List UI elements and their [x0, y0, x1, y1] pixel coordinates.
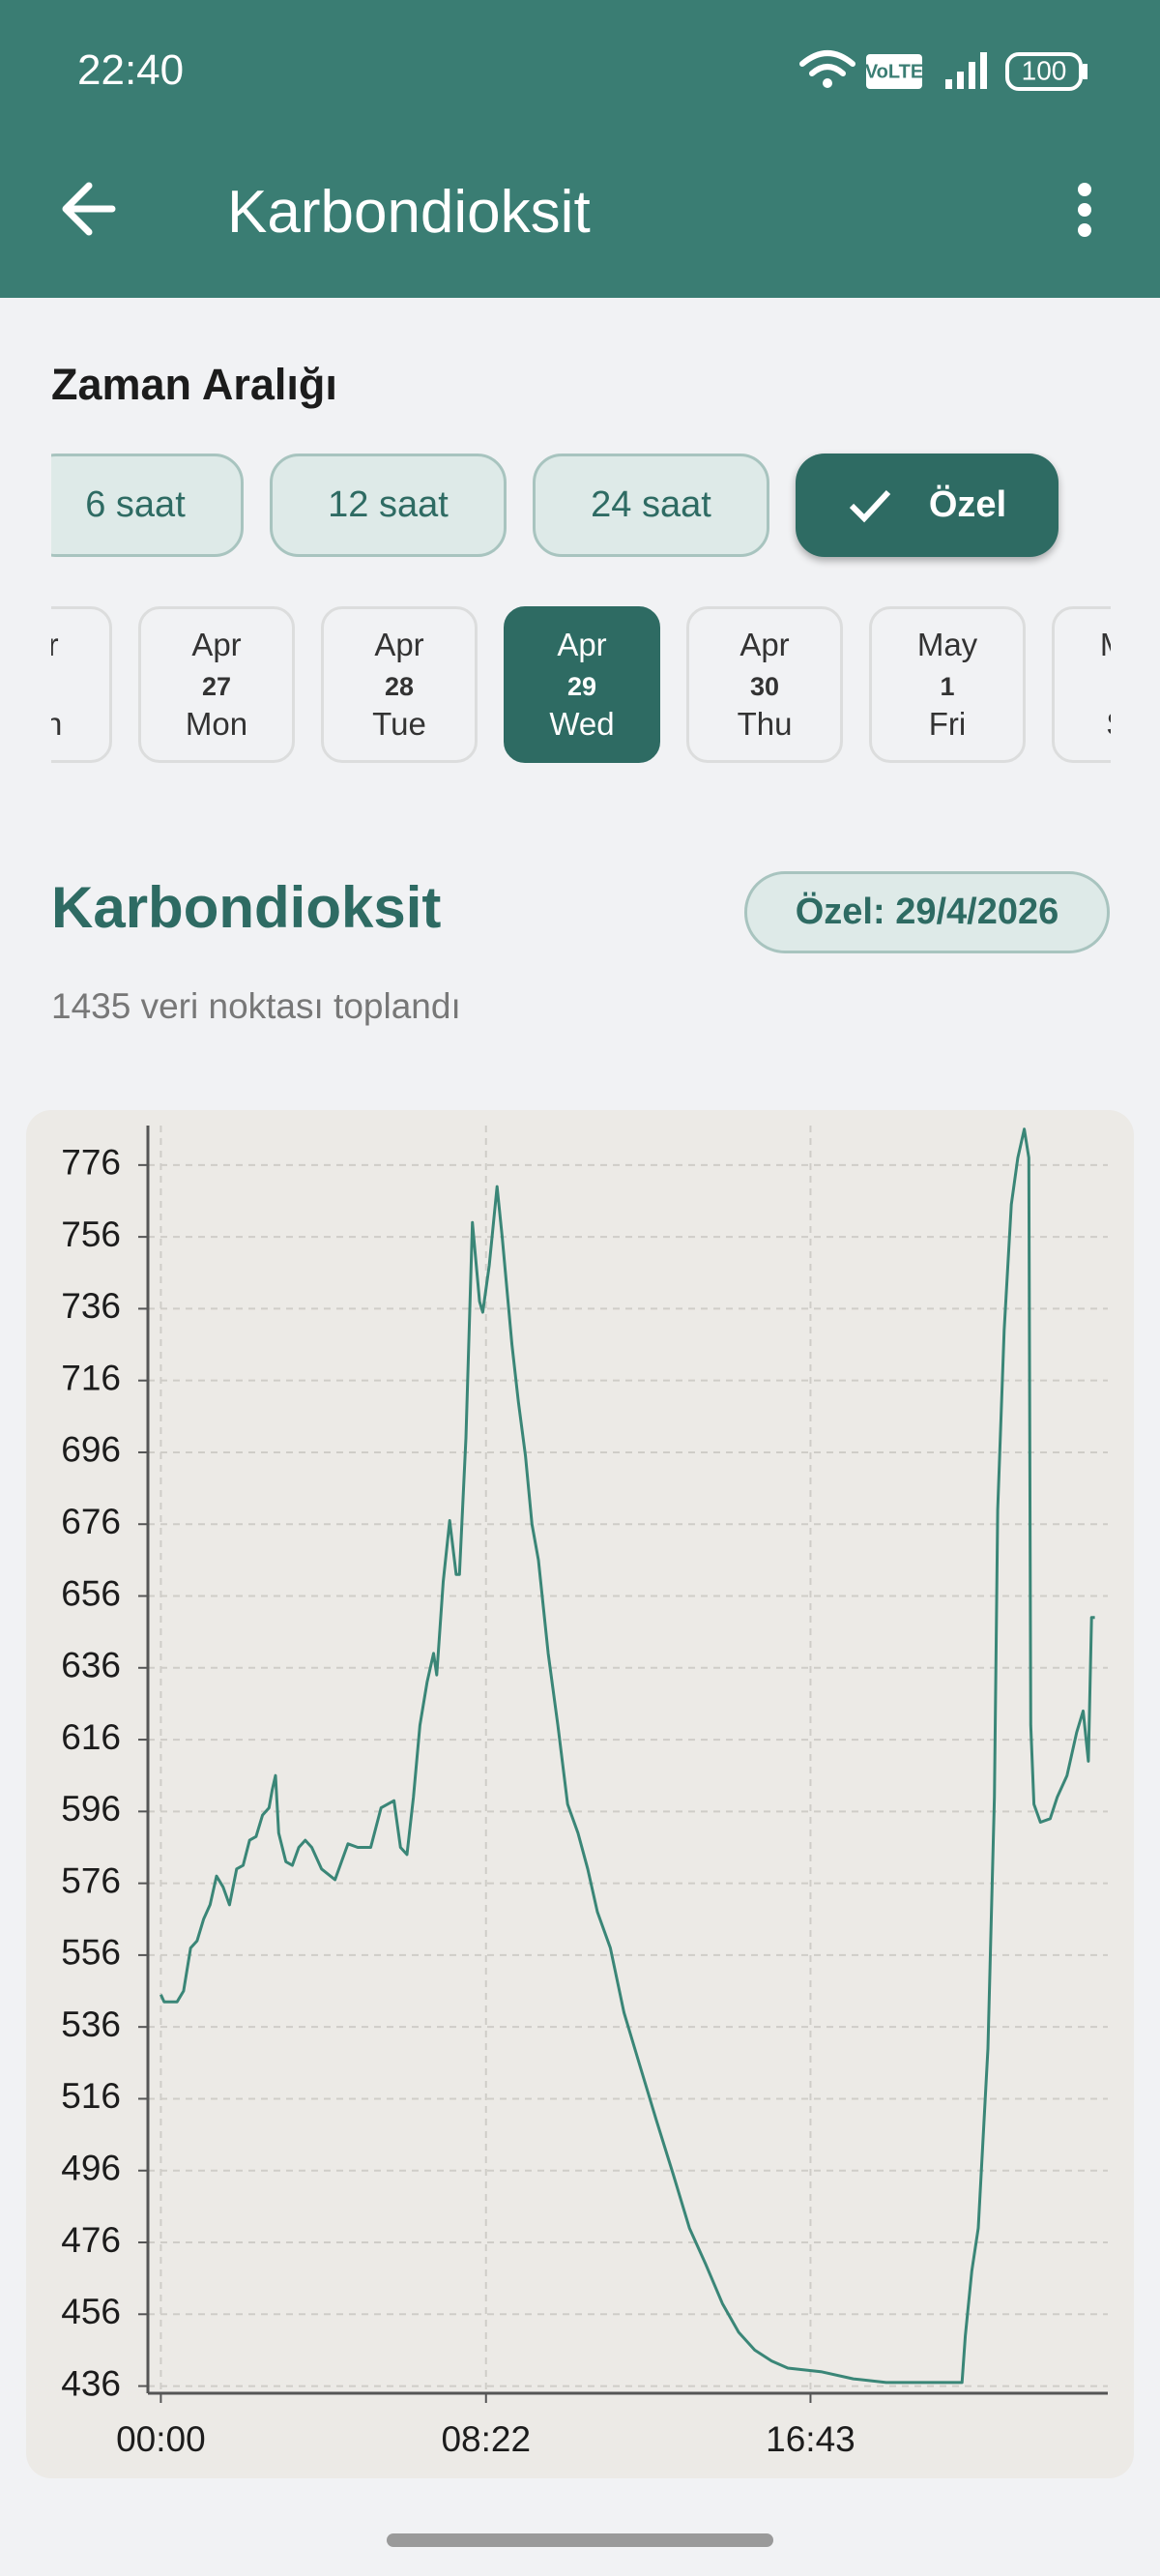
status-time: 22:40 [77, 46, 185, 94]
range-chip[interactable]: 12 saat [270, 454, 507, 557]
chip-label: 12 saat [328, 484, 449, 525]
check-icon [849, 489, 891, 522]
y-tick-label: 536 [61, 2005, 121, 2044]
date-month: Apr [191, 627, 242, 662]
menu-button[interactable] [1078, 183, 1091, 237]
date-card[interactable]: Apr 27 Mon [138, 606, 295, 763]
y-tick-label: 596 [61, 1789, 121, 1829]
date-weekday: Mon [185, 706, 248, 742]
battery-outline [1005, 52, 1083, 91]
date-day: 1 [940, 672, 955, 701]
chip-label: 6 saat [85, 484, 186, 525]
date-card[interactable]: May 1 Fri [869, 606, 1026, 763]
date-day: 27 [201, 672, 232, 701]
date-day: 28 [384, 672, 415, 701]
x-tick-label: 16:43 [766, 2419, 856, 2459]
date-month: Apr [557, 627, 607, 662]
y-tick-label: 696 [61, 1430, 121, 1470]
y-tick-label: 616 [61, 1717, 121, 1757]
check-mark [849, 489, 891, 522]
chip-label: Özel [928, 484, 1007, 525]
y-tick-label: 496 [61, 2149, 121, 2188]
home-indicator [387, 2533, 773, 2547]
y-tick-label: 516 [61, 2076, 121, 2116]
data-line [160, 1127, 1095, 2385]
volte-box [866, 54, 922, 89]
y-tick-label: 716 [61, 1358, 121, 1397]
back-button[interactable] [62, 182, 116, 236]
date-card[interactable]: May2Sat [1052, 606, 1111, 763]
range-chip[interactable]: Özel [796, 454, 1058, 557]
date-weekday: Tue [372, 706, 426, 742]
date-month: May [1055, 627, 1111, 663]
date-month: Apr [51, 627, 59, 662]
signal-icon [945, 52, 987, 89]
app-bar: 22:40 VoLTE 100 Karbondioksit [0, 0, 1160, 298]
y-tick-label: 776 [61, 1143, 121, 1183]
date-card[interactable]: Apr 28 Tue [321, 606, 478, 763]
date-badge: Özel: 29/4/2026 [744, 871, 1110, 953]
y-tick-label: 636 [61, 1646, 121, 1685]
data-count: 1435 veri noktası toplandı [51, 986, 461, 1026]
date-card[interactable]: Apr26Sun [51, 606, 112, 763]
battery-tip [1083, 64, 1088, 79]
chip-row: 6 saat 12 saat 24 saat Özel [51, 447, 1111, 569]
date-weekday: Sun [51, 706, 63, 742]
date-row: Apr26SunApr27MonApr28TueApr29WedApr30Thu… [51, 606, 1111, 765]
date-card[interactable]: Apr 29 Wed [504, 606, 660, 763]
section-label: Zaman Aralığı [51, 360, 337, 409]
date-month: Apr [740, 627, 790, 662]
battery-text: 100 [1022, 55, 1067, 85]
y-tick-label: 456 [61, 2292, 121, 2331]
date-card[interactable]: Apr 30 Thu [686, 606, 843, 763]
date-day: 30 [749, 672, 780, 701]
volte-text: VoLTE [865, 61, 923, 82]
y-tick-label: 736 [61, 1286, 121, 1326]
y-tick-label: 436 [61, 2363, 121, 2403]
chip-label: 24 saat [591, 484, 711, 525]
status-and-app-icons: VoLTE 100 [62, 50, 1091, 237]
date-weekday: Thu [737, 706, 793, 742]
date-weekday: Wed [549, 706, 615, 742]
app-title: Karbondioksit [227, 179, 591, 246]
y-tick-label: 576 [61, 1860, 121, 1900]
x-tick-label: 08:22 [441, 2419, 531, 2459]
wifi-dot [823, 78, 832, 88]
y-tick-label: 756 [61, 1215, 121, 1254]
y-tick-label: 656 [61, 1573, 121, 1613]
y-tick-label: 676 [61, 1502, 121, 1541]
date-month: May [916, 627, 978, 662]
wifi-icon [799, 50, 856, 76]
range-chip[interactable]: 24 saat [533, 454, 769, 557]
date-weekday: Fri [928, 706, 967, 742]
date-month: Apr [374, 627, 424, 662]
chart-heading: Karbondioksit [51, 875, 442, 940]
y-tick-label: 476 [61, 2220, 121, 2260]
date-day: 29 [566, 672, 597, 701]
date-weekday: Sat [1055, 706, 1111, 743]
range-chip[interactable]: 6 saat [51, 454, 244, 557]
y-tick-label: 556 [61, 1933, 121, 1973]
chart-card [26, 1110, 1134, 2478]
x-tick-label: 00:00 [116, 2419, 206, 2459]
